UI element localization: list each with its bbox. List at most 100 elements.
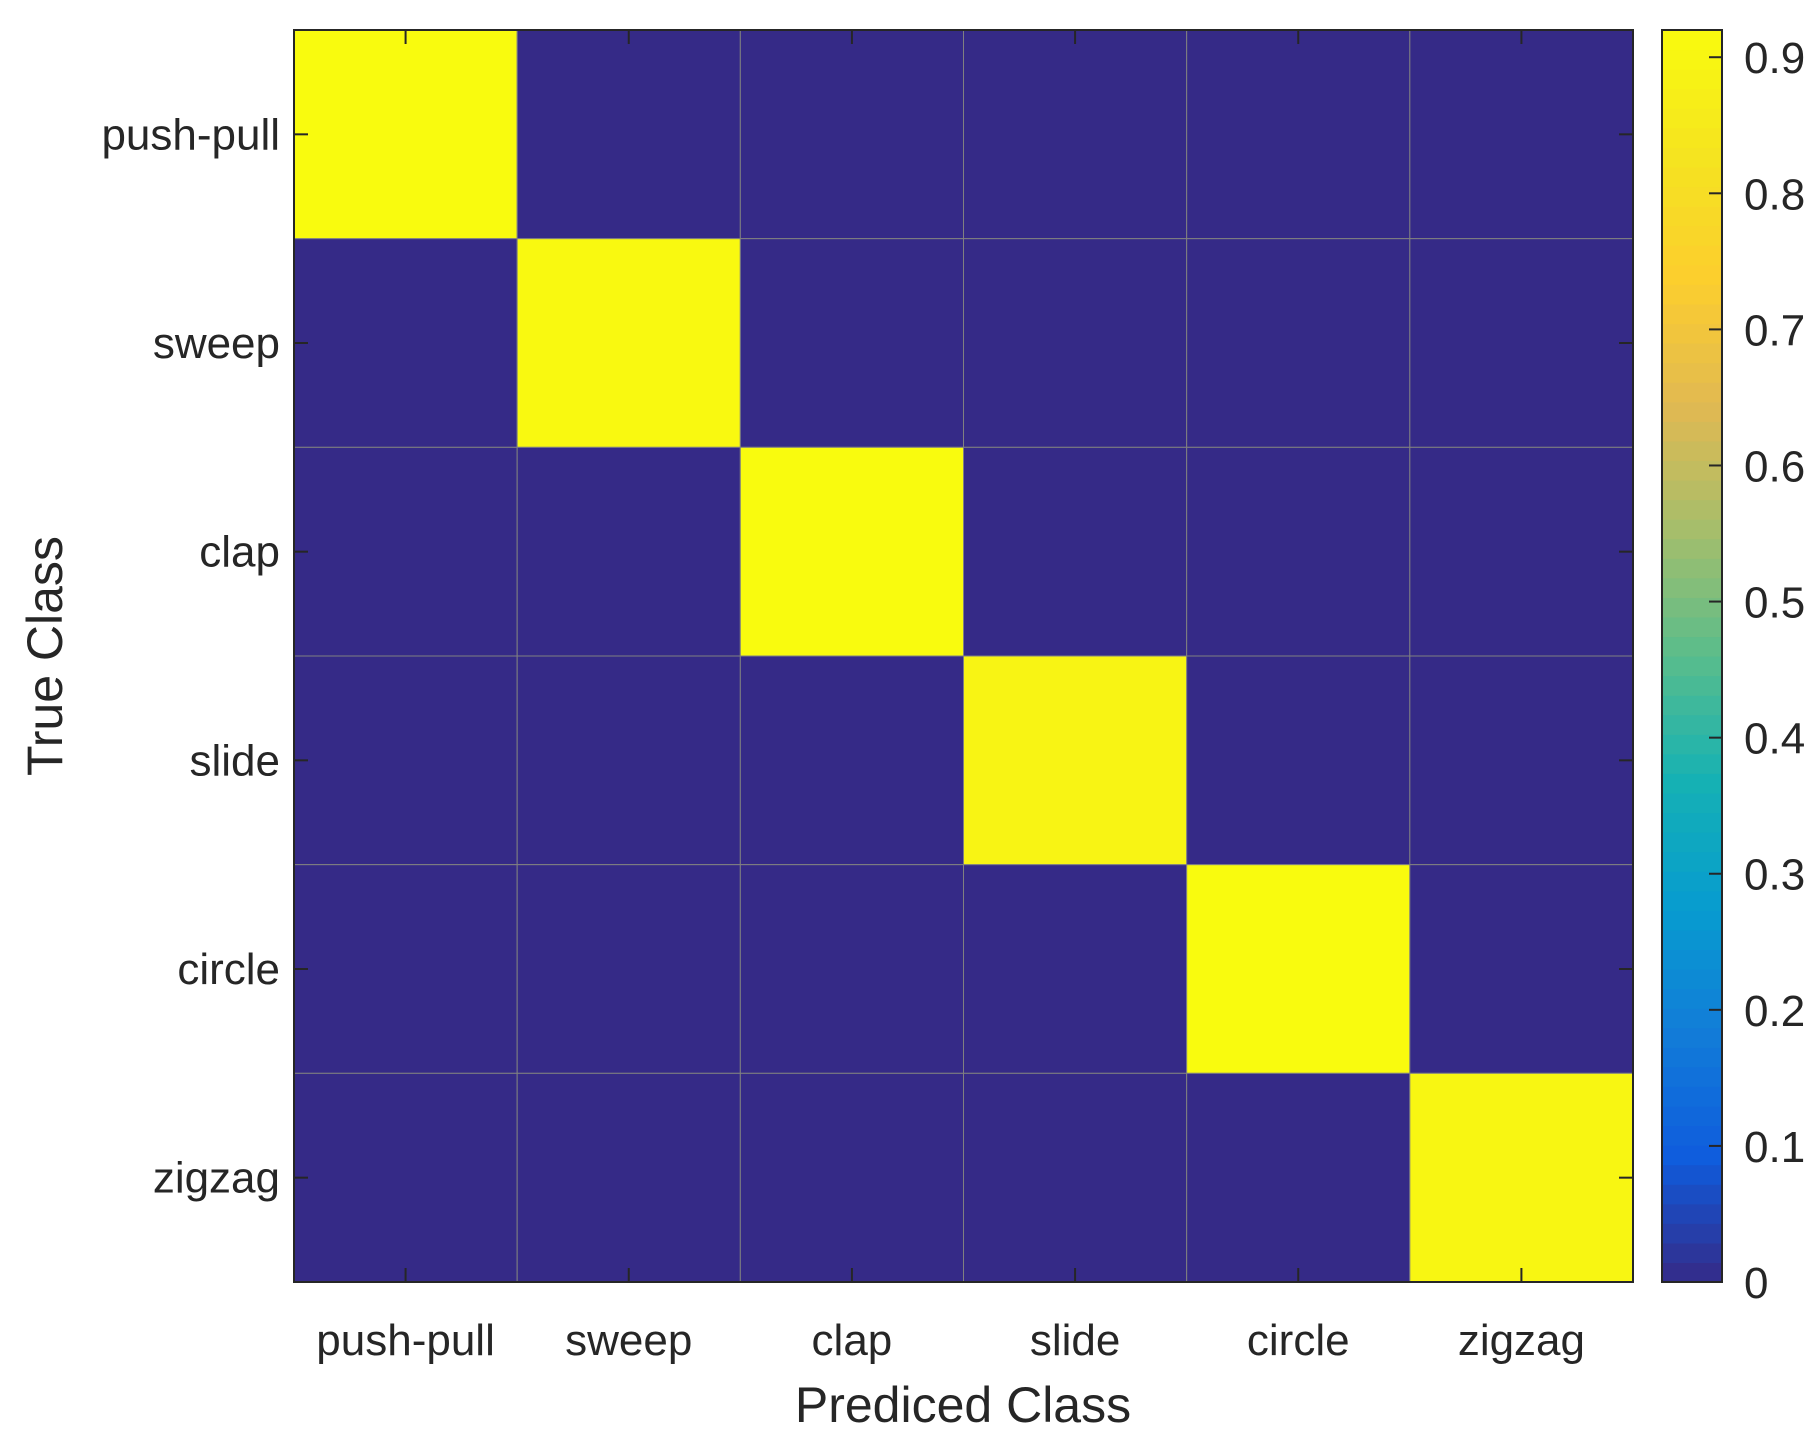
colorbar-segment [1662, 577, 1722, 598]
x-tick-label: zigzag [1458, 1316, 1585, 1365]
colorbar-segment [1662, 401, 1722, 422]
y-tick-label: sweep [153, 319, 280, 368]
heatmap-cell [516, 29, 741, 240]
plot-frame [293, 29, 1634, 1283]
colorbar-segment [1662, 714, 1722, 735]
colorbar-segment [1662, 812, 1722, 833]
heatmap-cell [739, 29, 964, 240]
heatmap-cell [1409, 446, 1634, 657]
colorbar-segment [1662, 1105, 1722, 1127]
colorbar-segment [1662, 362, 1722, 383]
heatmap-cell [1409, 655, 1634, 866]
colorbar-segment [1662, 1223, 1722, 1244]
heatmap-cell [293, 655, 518, 866]
colorbar-tick-label: 0.2 [1744, 987, 1805, 1036]
colorbar-segment [1662, 734, 1722, 755]
colorbar-segment [1662, 1027, 1722, 1048]
colorbar-frame [1661, 29, 1723, 1283]
heatmap-cell [963, 655, 1188, 866]
colorbar-tick-label: 0 [1744, 1259, 1768, 1308]
colorbar-segment [1662, 30, 1722, 51]
colorbar-segment [1662, 147, 1722, 168]
colorbar-segment [1662, 597, 1722, 618]
colorbar-segment [1662, 303, 1722, 325]
heatmap-cell [963, 29, 1188, 240]
colorbar-segment [1662, 479, 1722, 501]
axis-ticks: push-pull sweep clap slide circle zigzag push-… [101, 30, 1633, 1365]
heatmap-cell [963, 1072, 1188, 1283]
colorbar-segment [1662, 538, 1722, 559]
colorbar-segment [1662, 1066, 1722, 1087]
colorbar-segment [1662, 519, 1722, 540]
colorbar: 0 0.1 0.2 0.3 0.4 0.5 0.6 0.7 0.8 0.9 [1661, 29, 1805, 1308]
heatmap-cell [1186, 238, 1411, 448]
colorbar-segment [1662, 656, 1722, 677]
heatmap-cells [293, 29, 1634, 1283]
colorbar-segment [1662, 245, 1722, 266]
colorbar-tick-label: 0.5 [1744, 579, 1805, 628]
colorbar-segment [1662, 460, 1722, 481]
x-tick-label: circle [1247, 1316, 1350, 1365]
colorbar-segment [1662, 88, 1722, 109]
colorbar-segment [1662, 636, 1722, 657]
colorbar-segment [1662, 1184, 1722, 1205]
colorbar-tick-label: 0.1 [1744, 1123, 1805, 1172]
colorbar-segment [1662, 832, 1722, 853]
colorbar-segment [1662, 675, 1722, 696]
heatmap-cell [963, 238, 1188, 448]
colorbar-segment [1662, 343, 1722, 364]
colorbar-tick-label: 0.6 [1744, 442, 1805, 491]
colorbar-segment [1662, 382, 1722, 403]
colorbar-segment [1662, 773, 1722, 794]
heatmap-cell [1409, 1072, 1634, 1283]
colorbar-segment [1662, 108, 1722, 129]
heatmap-cell [1409, 238, 1634, 448]
colorbar-tick-label: 0.3 [1744, 851, 1805, 900]
heatmap-cell [1186, 1072, 1411, 1283]
heatmap-cell [1186, 655, 1411, 866]
heatmap-cell [963, 446, 1188, 657]
heatmap-cell [516, 446, 741, 657]
colorbar-segment [1662, 753, 1722, 774]
heatmap-cell [516, 238, 741, 448]
colorbar-tick-label: 0.8 [1744, 170, 1805, 219]
y-tick-label: clap [199, 528, 280, 577]
colorbar-segment [1662, 323, 1722, 344]
x-axis-label: Prediced Class [795, 1377, 1131, 1433]
colorbar-segment [1662, 1047, 1722, 1068]
colorbar-tick-label: 0.7 [1744, 306, 1805, 355]
colorbar-segment [1662, 186, 1722, 207]
colorbar-segment [1662, 929, 1722, 951]
colorbar-segment [1662, 949, 1722, 970]
heatmap-cell [739, 864, 964, 1074]
heatmap-cell [293, 29, 518, 240]
colorbar-segment [1662, 871, 1722, 892]
y-tick-label: circle [177, 945, 280, 994]
y-tick-label: slide [190, 736, 281, 785]
x-tick-label: slide [1030, 1316, 1121, 1365]
y-tick-label: push-pull [101, 110, 280, 159]
heatmap-cell [963, 864, 1188, 1074]
colorbar-segment [1662, 1203, 1722, 1224]
colorbar-segment [1662, 969, 1722, 990]
colorbar-segment [1662, 225, 1722, 246]
heatmap-cell [1186, 29, 1411, 240]
heatmap-cell [1409, 864, 1634, 1074]
colorbar-segment [1662, 284, 1722, 305]
heatmap-cell [739, 655, 964, 866]
colorbar-segment [1662, 1164, 1722, 1185]
heatmap-cell [1186, 864, 1411, 1074]
heatmap-cell [293, 446, 518, 657]
colorbar-segment [1662, 264, 1722, 285]
colorbar-segment [1662, 1008, 1722, 1029]
colorbar-segment [1662, 69, 1722, 90]
x-tick-label: push-pull [316, 1316, 495, 1365]
colorbar-segment [1662, 1125, 1722, 1146]
colorbar-segment [1662, 127, 1722, 148]
y-axis-label: True Class [17, 536, 73, 776]
colorbar-segment [1662, 558, 1722, 579]
heatmap-cell [739, 238, 964, 448]
colorbar-segment [1662, 166, 1722, 188]
heatmap-cell [739, 446, 964, 657]
